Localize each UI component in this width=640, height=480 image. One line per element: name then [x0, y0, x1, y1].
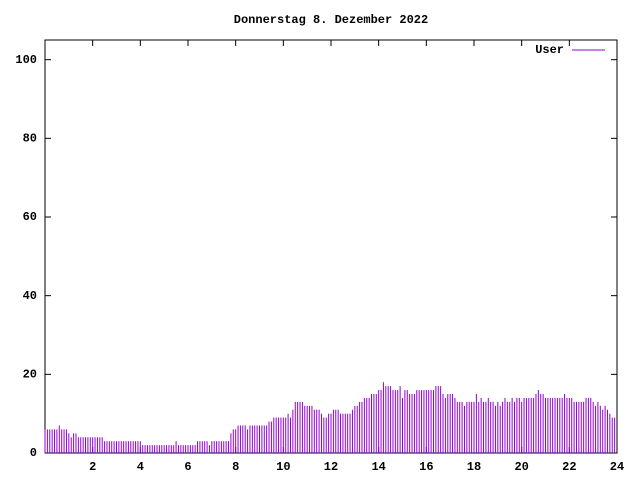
x-tick-label: 14 [371, 460, 385, 474]
x-tick-label: 20 [514, 460, 528, 474]
legend-label: User [535, 43, 564, 57]
x-tick-label: 2 [89, 460, 96, 474]
y-tick-label: 20 [23, 368, 37, 382]
x-tick-label: 22 [562, 460, 576, 474]
x-tick-label: 8 [232, 460, 239, 474]
x-tick-label: 12 [324, 460, 338, 474]
y-tick-label: 100 [15, 53, 37, 67]
y-tick-label: 60 [23, 210, 37, 224]
y-tick-label: 0 [30, 446, 37, 460]
x-tick-label: 18 [467, 460, 481, 474]
x-tick-label: 10 [276, 460, 290, 474]
x-tick-label: 6 [184, 460, 191, 474]
x-tick-label: 16 [419, 460, 433, 474]
chart-title: Donnerstag 8. Dezember 2022 [234, 13, 428, 27]
y-tick-label: 80 [23, 132, 37, 146]
x-tick-label: 24 [610, 460, 624, 474]
x-tick-label: 4 [137, 460, 144, 474]
y-tick-label: 40 [23, 289, 37, 303]
